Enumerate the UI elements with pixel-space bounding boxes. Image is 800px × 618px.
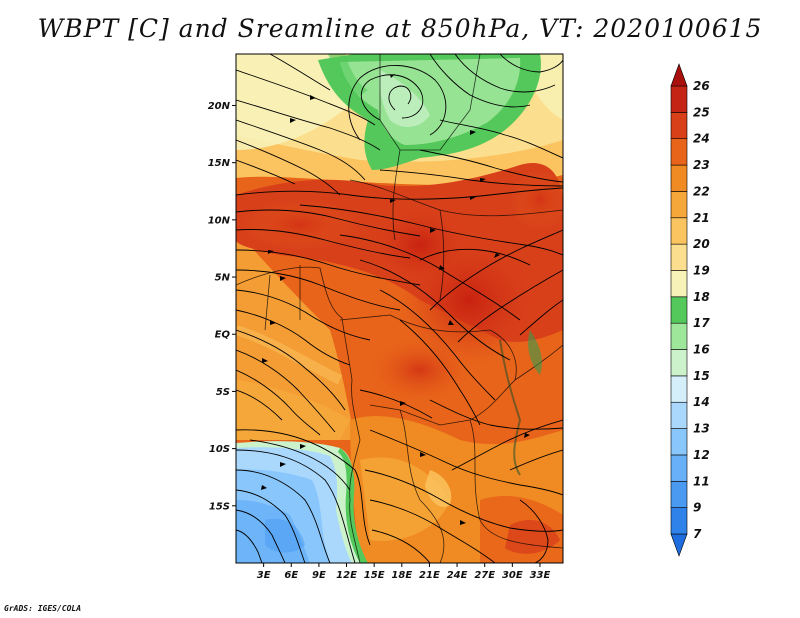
- plot-frame: [235, 53, 564, 564]
- streamlines: [236, 54, 563, 563]
- lon-tick-label: 12E: [336, 570, 357, 581]
- lon-tick-label: 6E: [284, 570, 298, 581]
- colorbar-level-label: 12: [693, 448, 710, 462]
- wbpt-field: [236, 54, 563, 563]
- colorbar-swatch: [670, 191, 688, 219]
- lon-tick-label: 33E: [530, 570, 551, 581]
- colorbar-max-triangle: [670, 63, 688, 87]
- colorbar-level-label: 23: [693, 158, 710, 172]
- lat-tick-label: EQ: [215, 330, 231, 341]
- streamline-set: [236, 54, 563, 563]
- lat-tick-label: 15S: [209, 501, 230, 512]
- colorbar-swatch: [670, 217, 688, 245]
- lat-tick-label: 5S: [216, 387, 230, 398]
- lat-tick-label: 15N: [208, 158, 231, 169]
- lake-tanganyika-shape: [499, 339, 522, 476]
- lat-tick-label: 10S: [209, 444, 230, 455]
- colorbar-level-label: 18: [693, 290, 710, 304]
- colorbar-swatch: [670, 322, 688, 350]
- colorbar-swatch: [670, 85, 688, 113]
- colorbar-swatch: [670, 428, 688, 456]
- colorbar-level-label: 19: [693, 263, 710, 277]
- colorbar-swatch: [670, 296, 688, 324]
- streamline-arrows: [261, 74, 530, 525]
- lat-tick-label: 5N: [215, 273, 231, 284]
- colorbar-swatch: [670, 112, 688, 140]
- colorbar-level-label: 14: [693, 395, 710, 409]
- colorbar-min-triangle: [670, 533, 688, 557]
- colorbar-level-label: 7: [693, 527, 702, 541]
- colorbar-swatch: [670, 375, 688, 403]
- colorbar-level-label: 17: [693, 316, 710, 330]
- colorbar-swatch: [670, 270, 688, 298]
- colorbar-level-label: 15: [693, 369, 710, 383]
- colorbar-swatch: [670, 401, 688, 429]
- colorbar-swatch: [670, 349, 688, 377]
- lon-tick-label: 9E: [312, 570, 326, 581]
- colorbar-level-label: 13: [693, 422, 710, 436]
- grads-credit: GrADS: IGES/COLA: [4, 604, 82, 613]
- colorbar-level-label: 16: [693, 343, 710, 357]
- colorbar-swatch: [670, 138, 688, 166]
- lon-tick-label: 18E: [391, 570, 412, 581]
- colorbar-level-label: 21: [693, 211, 710, 225]
- colorbar-level-label: 26: [693, 79, 710, 93]
- colorbar-swatch: [670, 480, 688, 508]
- longitude-axis: 3E 6E 9E 12E 15E 18E 21E 24E 27E 30E 33E: [257, 563, 551, 581]
- colorbar-level-label: 11: [693, 474, 710, 488]
- lon-tick-label: 30E: [502, 570, 523, 581]
- chart-title: WBPT [C] and Sreamline at 850hPa, VT: 20…: [37, 14, 763, 43]
- colorbar-level-label: 22: [693, 184, 710, 198]
- colorbar-swatch: [670, 454, 688, 482]
- lon-tick-label: 21E: [419, 570, 440, 581]
- lon-tick-label: 24E: [447, 570, 468, 581]
- colorbar-level-label: 20: [693, 237, 710, 251]
- colorbar-swatch: [670, 507, 688, 535]
- colorbar-swatch: [670, 164, 688, 192]
- colorbar-level-label: 25: [693, 105, 710, 119]
- colorbar-level-label: 9: [693, 501, 701, 515]
- lon-tick-label: 3E: [257, 570, 271, 581]
- colorbar: 7 9 11 12 13 14 15 16 17 18 19 20 21 22 23 24 25 26: [670, 63, 710, 557]
- lake-victoria-shape: [528, 330, 542, 375]
- latitude-axis: 20N 15N 10N 5N EQ 5S 10S 15S: [208, 101, 236, 512]
- colorbar-level-label: 24: [693, 132, 710, 146]
- lat-tick-label: 20N: [208, 101, 231, 112]
- lon-tick-label: 27E: [474, 570, 495, 581]
- colorbar-swatch: [670, 243, 688, 271]
- lon-tick-label: 15E: [364, 570, 385, 581]
- lat-tick-label: 10N: [208, 215, 231, 226]
